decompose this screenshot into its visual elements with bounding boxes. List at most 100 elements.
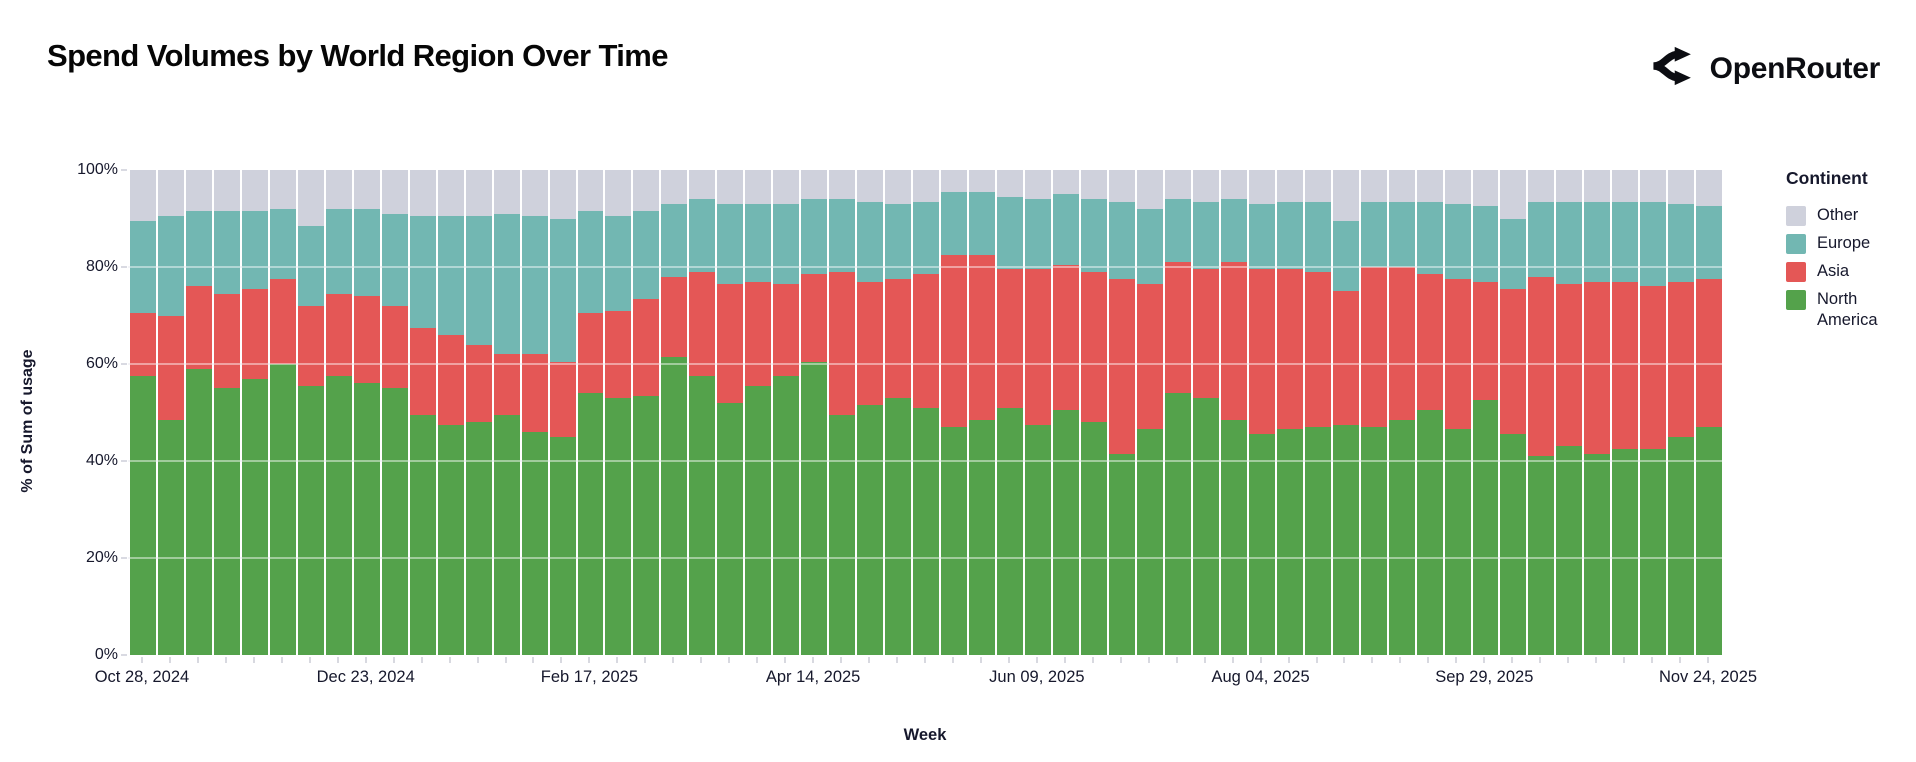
bar-segment-europe[interactable] [1500,218,1527,289]
bar[interactable] [1276,170,1303,655]
bar[interactable] [1388,170,1415,655]
bar[interactable] [381,170,408,655]
bar-segment-north_america[interactable] [633,395,660,655]
bar-segment-north_america[interactable] [213,388,240,655]
bar-segment-north_america[interactable] [997,407,1023,655]
bar-segment-north_america[interactable] [409,414,436,655]
bar-segment-asia[interactable] [409,327,436,415]
bar-segment-asia[interactable] [1108,279,1135,454]
bar-segment-other[interactable] [1164,170,1191,200]
bar-segment-europe[interactable] [1416,201,1443,275]
bar[interactable] [577,170,604,655]
bar-segment-other[interactable] [1248,170,1275,204]
bar-segment-north_america[interactable] [1248,434,1275,655]
bar[interactable] [605,170,632,655]
bar[interactable] [1500,170,1527,655]
bar-segment-north_america[interactable] [521,431,548,655]
bar-segment-asia[interactable] [1080,271,1107,423]
bar-segment-asia[interactable] [633,298,660,396]
bar-segment-asia[interactable] [185,286,212,369]
bar-segment-other[interactable] [353,170,380,209]
bar-segment-north_america[interactable] [941,427,968,655]
bar[interactable] [1444,170,1471,655]
bar-segment-other[interactable] [1388,170,1415,202]
bar-segment-other[interactable] [1696,170,1723,207]
bar-segment-other[interactable] [1668,170,1695,204]
bar[interactable] [185,170,212,655]
bar-segment-asia[interactable] [1556,283,1583,447]
bar[interactable] [1332,170,1359,655]
bar-segment-europe[interactable] [1696,206,1723,280]
bar-segment-asia[interactable] [1025,269,1051,425]
bar-segment-asia[interactable] [1052,264,1079,411]
bar-segment-north_america[interactable] [689,376,716,655]
bar[interactable] [969,170,996,655]
bar-segment-asia[interactable] [997,269,1023,408]
bar[interactable] [353,170,380,655]
bar[interactable] [437,170,464,655]
bar-segment-other[interactable] [1360,170,1387,202]
bar-segment-north_america[interactable] [913,407,940,655]
bar-segment-europe[interactable] [997,196,1023,270]
bar-segment-north_america[interactable] [661,356,688,655]
bar-segment-asia[interactable] [1192,269,1219,398]
bar-segment-europe[interactable] [130,220,156,314]
bar-segment-north_america[interactable] [1612,448,1639,655]
bar-segment-north_america[interactable] [1584,453,1611,655]
bar[interactable] [633,170,660,655]
bar-segment-europe[interactable] [1276,201,1303,270]
bar[interactable] [661,170,688,655]
bar-segment-asia[interactable] [1584,281,1611,454]
bar-segment-asia[interactable] [1220,262,1247,420]
bar-segment-north_america[interactable] [493,414,520,655]
bar-segment-other[interactable] [213,170,240,212]
bar-segment-other[interactable] [1136,170,1163,209]
bar-segment-asia[interactable] [1444,279,1471,430]
bar-segment-north_america[interactable] [605,397,632,655]
bar[interactable] [1164,170,1191,655]
bar-segment-other[interactable] [1276,170,1303,202]
bar-segment-other[interactable] [1612,170,1639,202]
bar[interactable] [941,170,968,655]
bar-segment-europe[interactable] [437,216,464,335]
bar-segment-europe[interactable] [325,208,352,294]
bar[interactable] [745,170,772,655]
bar[interactable] [1696,170,1723,655]
bar[interactable] [717,170,744,655]
bar[interactable] [1025,170,1051,655]
bar-segment-north_america[interactable] [1472,400,1499,655]
bar-segment-europe[interactable] [661,203,688,277]
bar-segment-europe[interactable] [1025,199,1051,270]
bar-segment-other[interactable] [493,170,520,214]
bar-segment-europe[interactable] [1080,199,1107,272]
bar-segment-europe[interactable] [1304,201,1331,272]
bar-segment-asia[interactable] [801,274,828,362]
bar-segment-europe[interactable] [1052,194,1079,265]
bar-segment-europe[interactable] [409,216,436,328]
bar-segment-asia[interactable] [1164,262,1191,394]
bar-segment-other[interactable] [241,170,268,212]
bar-segment-europe[interactable] [1528,201,1555,277]
bar-segment-asia[interactable] [130,313,156,377]
bar-segment-other[interactable] [130,170,156,221]
bar[interactable] [1584,170,1611,655]
bar-segment-north_america[interactable] [465,422,492,655]
bar[interactable] [1360,170,1387,655]
bar-segment-asia[interactable] [745,281,772,386]
bar-segment-asia[interactable] [969,254,996,420]
bar-segment-north_america[interactable] [773,376,800,655]
bar[interactable] [1640,170,1667,655]
bar-segment-north_america[interactable] [1164,393,1191,655]
bar[interactable] [801,170,828,655]
bar-segment-asia[interactable] [325,293,352,377]
bar-segment-europe[interactable] [913,201,940,275]
bar-segment-north_america[interactable] [549,436,576,655]
bar-segment-north_america[interactable] [885,397,912,655]
bar-segment-other[interactable] [157,170,184,217]
bar-segment-other[interactable] [437,170,464,217]
bar-segment-europe[interactable] [241,211,268,289]
bar-segment-other[interactable] [1220,170,1247,200]
bar[interactable] [997,170,1023,655]
bar-segment-asia[interactable] [717,284,744,403]
bar-segment-north_america[interactable] [829,414,856,655]
